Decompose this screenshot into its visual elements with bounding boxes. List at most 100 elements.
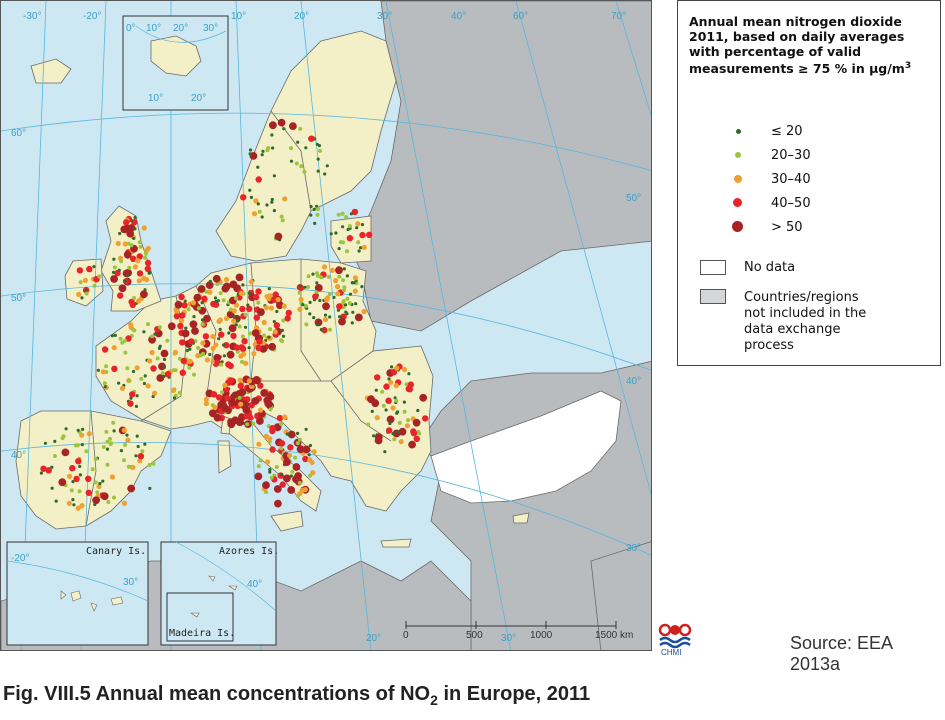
station-marker bbox=[40, 465, 47, 472]
station-marker bbox=[75, 458, 82, 465]
station-marker bbox=[258, 458, 263, 463]
station-marker bbox=[294, 472, 302, 480]
station-marker bbox=[93, 502, 97, 507]
station-marker bbox=[96, 483, 102, 490]
station-marker bbox=[283, 458, 291, 466]
station-marker bbox=[422, 415, 429, 422]
station-marker bbox=[77, 489, 82, 494]
station-marker bbox=[92, 265, 96, 269]
station-marker bbox=[164, 371, 172, 378]
legend-class-label: 40–50 bbox=[771, 196, 811, 211]
station-marker bbox=[333, 278, 339, 284]
station-marker bbox=[265, 400, 273, 408]
station-marker bbox=[360, 223, 365, 227]
station-marker bbox=[125, 433, 129, 437]
station-marker bbox=[279, 481, 286, 488]
station-marker bbox=[123, 350, 128, 355]
inset-deg: 20° bbox=[191, 93, 206, 104]
station-marker bbox=[257, 407, 264, 413]
station-marker bbox=[279, 446, 284, 451]
station-marker bbox=[338, 240, 343, 245]
lat-label: 50° bbox=[11, 293, 26, 304]
station-marker bbox=[312, 207, 316, 211]
station-marker bbox=[101, 445, 106, 449]
legend-class-label: > 50 bbox=[771, 220, 803, 235]
station-marker bbox=[390, 365, 394, 369]
station-marker bbox=[246, 305, 253, 312]
station-marker bbox=[165, 338, 170, 343]
station-marker bbox=[319, 328, 323, 332]
station-marker bbox=[187, 365, 192, 370]
caption-subscript: 2 bbox=[430, 692, 438, 708]
station-marker bbox=[248, 148, 253, 152]
station-marker bbox=[371, 399, 380, 408]
chmi-logo-text: CHMI bbox=[661, 648, 682, 657]
station-marker bbox=[327, 327, 332, 332]
station-marker bbox=[105, 447, 110, 451]
station-marker bbox=[290, 469, 295, 474]
station-marker bbox=[200, 340, 206, 346]
station-marker bbox=[181, 329, 190, 338]
station-marker bbox=[147, 463, 152, 467]
station-marker bbox=[408, 440, 416, 449]
station-marker bbox=[45, 467, 52, 474]
station-marker bbox=[255, 176, 262, 183]
station-marker bbox=[78, 280, 83, 285]
station-marker bbox=[256, 464, 261, 469]
station-marker bbox=[93, 456, 98, 461]
station-marker bbox=[385, 397, 392, 404]
station-marker bbox=[128, 322, 134, 328]
station-marker bbox=[84, 291, 89, 296]
station-marker bbox=[138, 244, 143, 249]
station-marker bbox=[256, 441, 262, 447]
station-marker bbox=[133, 215, 137, 220]
legend: Annual mean nitrogen dioxide 2011, based… bbox=[677, 0, 941, 366]
station-marker bbox=[119, 385, 126, 391]
station-marker bbox=[197, 285, 206, 293]
station-marker bbox=[128, 298, 135, 306]
station-marker bbox=[196, 306, 201, 311]
station-marker bbox=[298, 126, 303, 131]
station-marker bbox=[275, 309, 279, 314]
station-marker bbox=[100, 369, 106, 375]
station-marker bbox=[97, 274, 102, 279]
inset-deg: 0° bbox=[126, 23, 136, 34]
station-marker bbox=[281, 318, 286, 323]
station-marker bbox=[321, 326, 328, 334]
station-marker bbox=[345, 274, 349, 278]
station-marker bbox=[257, 308, 265, 316]
station-marker bbox=[361, 244, 367, 250]
station-marker bbox=[268, 305, 275, 311]
station-marker bbox=[118, 231, 122, 236]
inset-label: Azores Is. bbox=[219, 546, 279, 557]
inset-canary: Canary Is. -20° 30° bbox=[6, 541, 149, 646]
station-marker bbox=[275, 297, 281, 303]
station-marker bbox=[260, 153, 264, 157]
station-marker bbox=[309, 213, 313, 217]
no-data-swatch bbox=[700, 260, 726, 275]
station-marker bbox=[262, 481, 270, 489]
station-marker bbox=[374, 415, 380, 421]
station-marker bbox=[308, 312, 312, 316]
station-marker bbox=[234, 323, 238, 327]
station-marker bbox=[50, 465, 54, 469]
station-marker bbox=[117, 292, 124, 299]
station-marker bbox=[221, 284, 230, 293]
station-marker bbox=[160, 349, 169, 358]
station-marker bbox=[352, 288, 358, 294]
station-marker bbox=[139, 376, 144, 381]
station-marker bbox=[274, 465, 279, 469]
station-marker bbox=[260, 215, 264, 219]
station-marker bbox=[149, 349, 155, 356]
station-marker bbox=[90, 467, 95, 472]
station-marker bbox=[112, 495, 116, 500]
no-data-label: No data bbox=[744, 260, 796, 275]
station-marker bbox=[132, 328, 137, 333]
dot-40-50-icon bbox=[733, 198, 742, 207]
station-marker bbox=[213, 342, 219, 348]
inset-deg: 30° bbox=[123, 577, 138, 588]
station-marker bbox=[200, 318, 205, 322]
station-marker bbox=[316, 207, 320, 211]
station-marker bbox=[276, 414, 284, 422]
station-marker bbox=[71, 480, 75, 484]
